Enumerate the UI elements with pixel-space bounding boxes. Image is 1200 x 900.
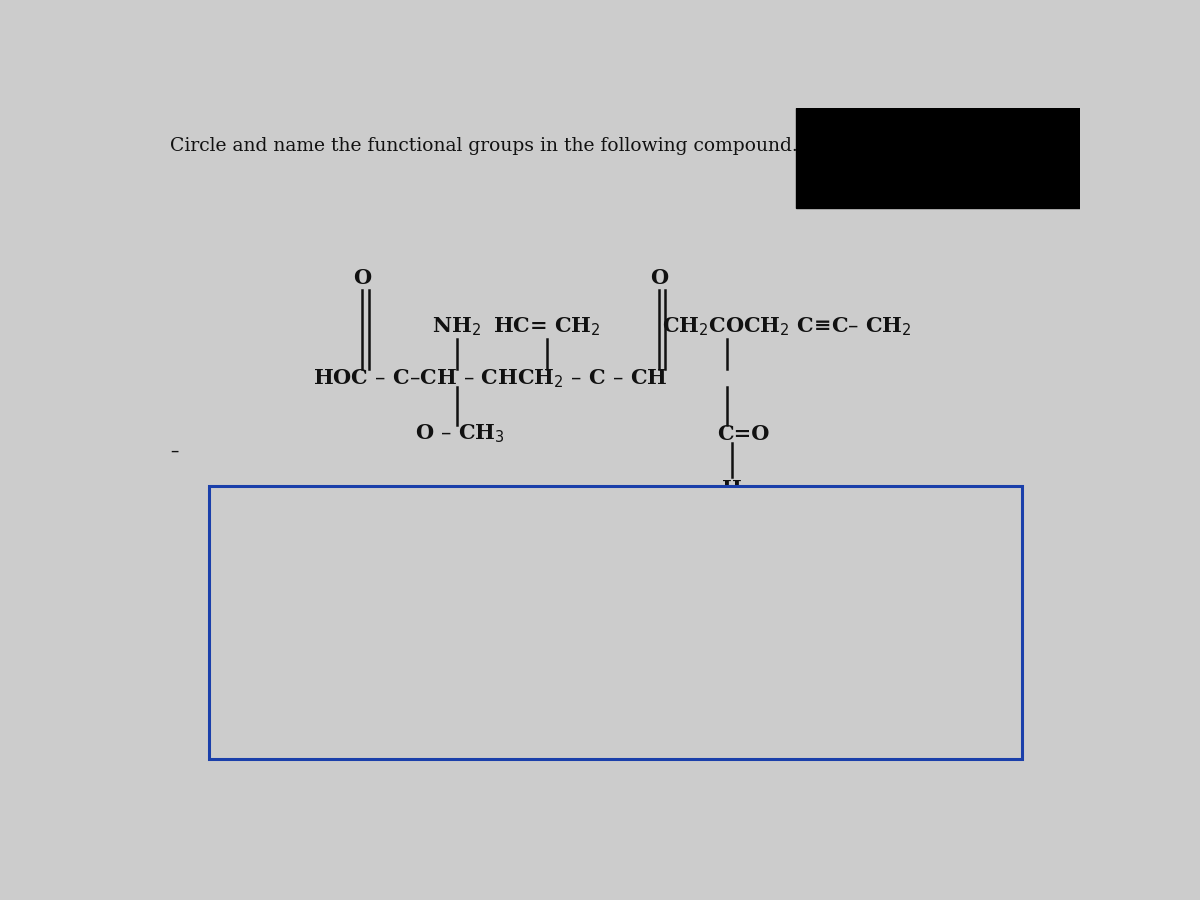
- Text: O – CH$_3$: O – CH$_3$: [415, 422, 505, 445]
- Text: O: O: [353, 268, 371, 288]
- Text: HC= CH$_2$: HC= CH$_2$: [493, 315, 601, 338]
- Text: H: H: [722, 479, 742, 500]
- Text: Circle and name the functional groups in the following compound.: Circle and name the functional groups in…: [170, 137, 798, 155]
- Text: NH$_2$: NH$_2$: [432, 315, 481, 338]
- Text: –: –: [170, 442, 179, 460]
- Text: HOC – C–CH – CHCH$_2$ – C – CH: HOC – C–CH – CHCH$_2$ – C – CH: [313, 367, 667, 390]
- Bar: [797, 108, 1080, 209]
- Text: O: O: [649, 268, 667, 288]
- Text: C=O: C=O: [718, 424, 769, 444]
- Text: CH$_2$COCH$_2$ C≡C– CH$_2$: CH$_2$COCH$_2$ C≡C– CH$_2$: [662, 315, 912, 338]
- FancyBboxPatch shape: [209, 486, 1022, 760]
